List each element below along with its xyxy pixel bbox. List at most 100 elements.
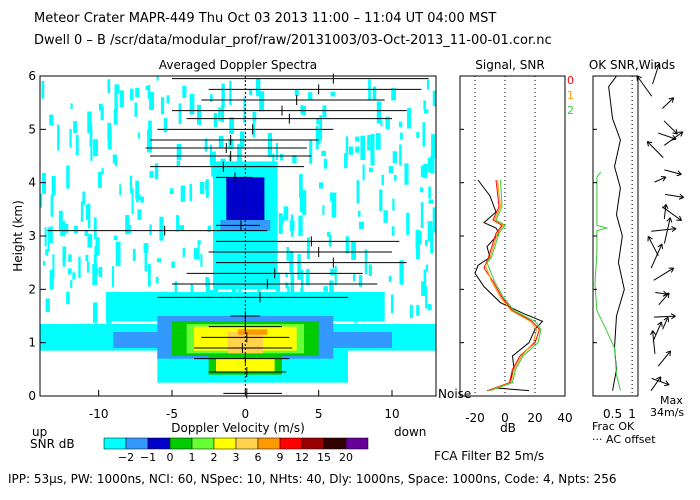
spectral-streak bbox=[329, 280, 334, 302]
signal-xlabel: dB bbox=[500, 421, 516, 435]
up-label: up bbox=[32, 425, 47, 439]
spectral-streak bbox=[182, 85, 187, 98]
spectral-streak bbox=[149, 91, 155, 111]
series-snr bbox=[594, 171, 621, 391]
spectral-streak bbox=[159, 216, 164, 241]
wind-arrowhead bbox=[657, 243, 663, 248]
spectral-streak bbox=[252, 111, 257, 122]
wind-arrowhead bbox=[671, 138, 677, 141]
wind-arrowhead bbox=[665, 204, 669, 210]
spectral-streak bbox=[370, 147, 375, 166]
wind-arrowhead bbox=[671, 228, 677, 233]
colorbar-swatch bbox=[301, 437, 325, 450]
spectral-streak bbox=[128, 225, 132, 234]
spectral-streak bbox=[425, 264, 428, 272]
spectral-streak bbox=[431, 134, 436, 159]
spectral-streak bbox=[179, 225, 185, 231]
spectral-streak bbox=[100, 106, 104, 121]
spectral-streak bbox=[89, 123, 93, 148]
spectral-streak bbox=[328, 234, 332, 247]
spectral-streak bbox=[176, 143, 182, 161]
colorbar-swatch bbox=[257, 437, 281, 450]
spectral-streak bbox=[344, 153, 348, 169]
spectral-streak bbox=[166, 95, 170, 104]
spectral-streak bbox=[222, 92, 225, 111]
spectral-streak bbox=[45, 298, 50, 312]
colorbar-swatch bbox=[213, 437, 237, 450]
spectral-streak bbox=[57, 124, 60, 151]
wind-arrowhead bbox=[662, 176, 667, 182]
spectral-streak bbox=[134, 102, 138, 117]
spectral-streak bbox=[427, 304, 432, 311]
x-tick-label: 1 bbox=[628, 407, 636, 421]
wind-arrowhead bbox=[669, 217, 673, 223]
spectral-streak bbox=[66, 165, 70, 189]
spectral-streak bbox=[272, 153, 275, 169]
filter-label: FCA Filter B2 5m/s bbox=[434, 449, 544, 463]
spectral-streak bbox=[174, 281, 178, 301]
spectral-streak bbox=[379, 189, 383, 212]
spectral-streak bbox=[316, 118, 320, 125]
wind-arrow bbox=[657, 350, 671, 367]
wind-arrow bbox=[652, 64, 660, 85]
spectral-streak bbox=[210, 94, 213, 102]
spectral-streak bbox=[65, 223, 69, 233]
spectral-streak bbox=[87, 203, 91, 229]
spectral-streak bbox=[137, 132, 140, 139]
spectral-streak bbox=[62, 246, 67, 262]
spectral-streak bbox=[148, 120, 152, 143]
spectral-streak bbox=[44, 227, 47, 247]
signal-panel: 0 1 2 -20 0 20 40 bbox=[460, 74, 574, 425]
spectral-streak bbox=[49, 114, 54, 126]
spectral-streak bbox=[92, 302, 98, 323]
spectral-streak bbox=[319, 115, 323, 141]
wind-arrowhead bbox=[660, 175, 666, 178]
spectral-streak bbox=[58, 210, 63, 230]
spectral-streak bbox=[98, 103, 103, 111]
spectral-streak bbox=[334, 265, 337, 286]
noise-label: Noise bbox=[438, 387, 471, 401]
wind-arrow bbox=[650, 376, 662, 391]
y-tick-label: 1 bbox=[28, 336, 36, 350]
wind-arrow bbox=[664, 193, 684, 198]
spectral-streak bbox=[119, 184, 122, 196]
spectral-streak bbox=[76, 135, 79, 156]
spectral-streak bbox=[330, 91, 336, 97]
colorbar-tick-label: −2 bbox=[118, 451, 134, 464]
spectral-streak bbox=[381, 174, 384, 186]
wind-arrow bbox=[647, 236, 659, 256]
spectral-streak bbox=[107, 79, 111, 94]
spectral-streak bbox=[42, 172, 46, 194]
spectral-streak bbox=[200, 254, 203, 267]
spectral-streak bbox=[68, 254, 72, 262]
colorbar-swatch bbox=[103, 437, 127, 450]
spectral-streak bbox=[138, 194, 141, 201]
spectral-streak bbox=[178, 103, 182, 124]
spectral-streak bbox=[85, 204, 89, 220]
spectral-streak bbox=[197, 240, 201, 245]
spectral-streak bbox=[78, 256, 81, 279]
spectral-streak bbox=[360, 135, 366, 160]
spectral-streak bbox=[69, 128, 72, 148]
spectra-ylabel: Height (km) bbox=[11, 200, 25, 271]
spectral-streak bbox=[372, 86, 377, 100]
wind-arrowhead bbox=[665, 350, 671, 354]
wind-arrowhead bbox=[657, 321, 662, 326]
spectral-streak bbox=[73, 225, 78, 234]
colorbar-swatch bbox=[169, 437, 193, 450]
spectral-streak bbox=[406, 212, 410, 235]
spectral-streak bbox=[171, 261, 175, 269]
x-tick-label: 10 bbox=[384, 407, 399, 421]
spectral-streak bbox=[86, 261, 90, 273]
spectral-streak bbox=[351, 241, 356, 260]
colorbar-swatch bbox=[191, 437, 215, 450]
spectral-streak bbox=[428, 186, 431, 199]
wind-arrow bbox=[646, 141, 664, 158]
wind-arrowhead bbox=[668, 97, 674, 100]
spectral-streak bbox=[255, 78, 261, 97]
x-tick-label: -5 bbox=[166, 407, 178, 421]
spectral-streak bbox=[144, 251, 147, 272]
spectral-streak bbox=[355, 146, 360, 153]
wind-arrow bbox=[636, 75, 653, 97]
